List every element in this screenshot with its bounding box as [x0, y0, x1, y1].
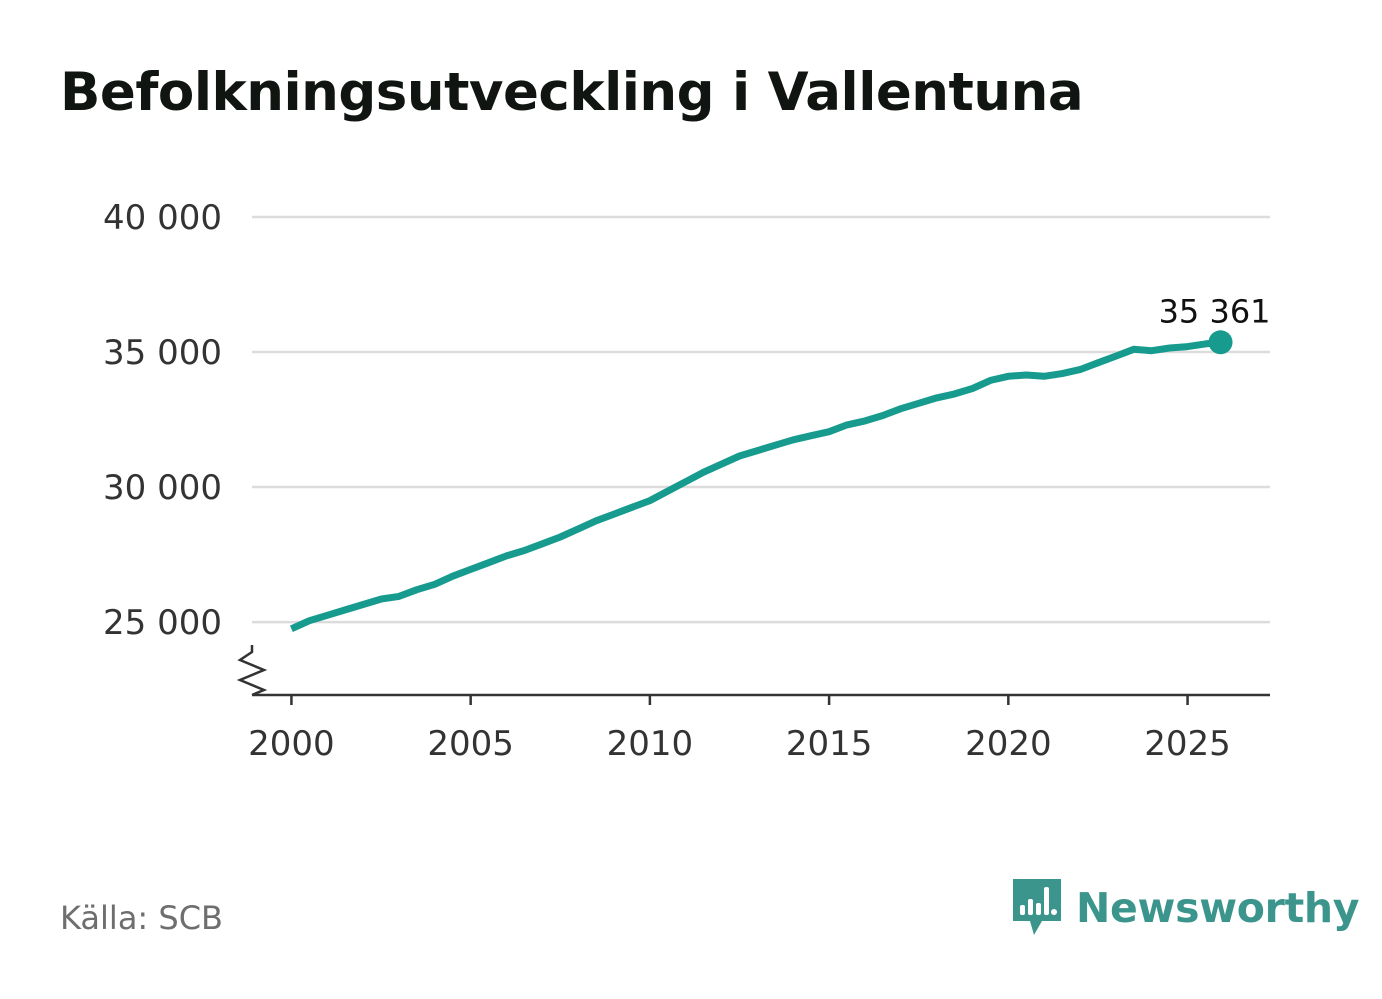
y-tick-label-40000: 40 000	[103, 198, 222, 238]
x-axis: 2000 2005 2010 2015 2020 2025	[236, 645, 1270, 764]
source-label: Källa: SCB	[60, 899, 223, 937]
series-line-befolkning	[289, 338, 1221, 632]
series	[289, 330, 1233, 632]
end-value-label: 35 361	[1159, 292, 1271, 330]
newsworthy-logo-text: Newsworthy	[1076, 884, 1360, 932]
y-tick-label-25000: 25 000	[103, 603, 222, 643]
end-annotation: 35 361	[1159, 292, 1271, 330]
x-tick-label-2025: 2025	[1144, 724, 1231, 764]
grid-lines	[252, 215, 1270, 624]
newsworthy-logo-icon	[1013, 879, 1061, 935]
x-tick-label-2020: 2020	[965, 724, 1052, 764]
x-tick-label-2015: 2015	[786, 724, 873, 764]
axis-break-icon	[236, 645, 268, 697]
y-tick-label-35000: 35 000	[103, 333, 222, 373]
end-point-marker	[1208, 330, 1233, 355]
y-tick-label-30000: 30 000	[103, 468, 222, 508]
x-tick-label-2010: 2010	[607, 724, 694, 764]
x-tick-label-2005: 2005	[427, 724, 514, 764]
chart-title: Befolkningsutveckling i Vallentuna	[60, 62, 1084, 123]
x-tick-label-2000: 2000	[248, 724, 335, 764]
newsworthy-logo[interactable]: Newsworthy	[1010, 877, 1359, 939]
y-axis: 25 000 30 000 35 000 40 000	[103, 198, 222, 643]
